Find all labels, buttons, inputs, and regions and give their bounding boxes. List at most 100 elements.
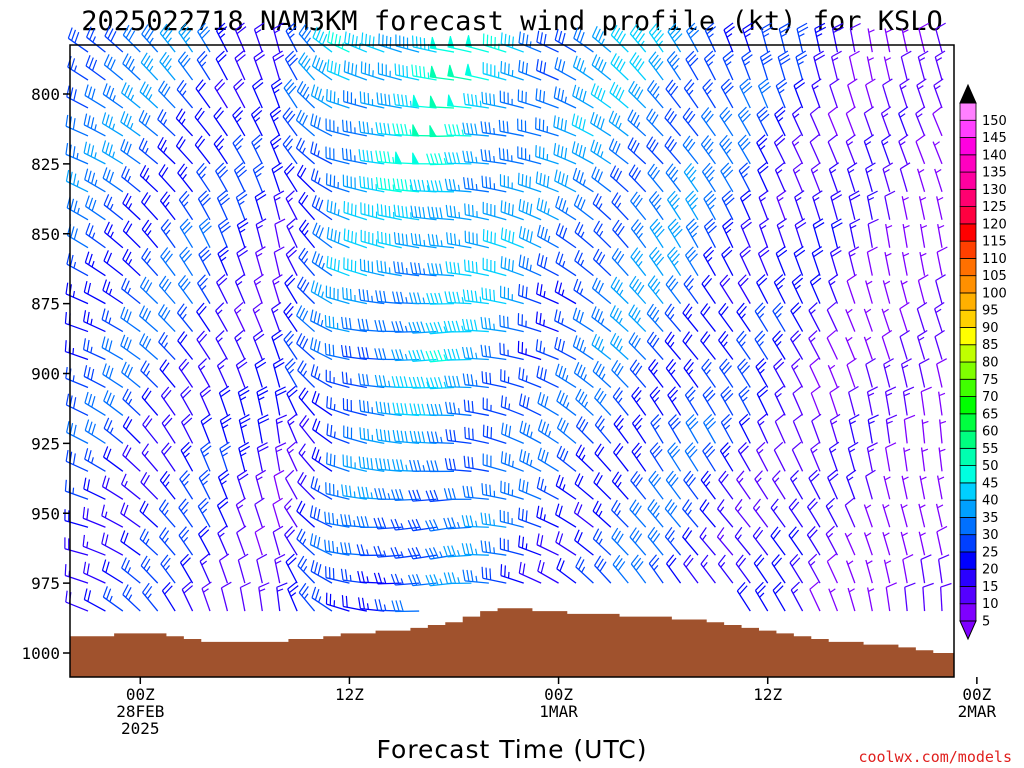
wind-barb (774, 106, 786, 137)
wind-barb (443, 488, 472, 500)
wind-barb (756, 441, 769, 472)
wind-barb (426, 403, 455, 417)
wind-barb (848, 190, 861, 220)
wind-barb (517, 313, 542, 333)
wind-barb (270, 78, 283, 109)
wind-barb (236, 525, 247, 556)
wind-barb (120, 334, 141, 361)
wind-barb (324, 343, 350, 361)
wind-barb (296, 305, 316, 333)
wind-barb (83, 477, 106, 500)
wind-barb (445, 204, 472, 221)
wind-barb (772, 302, 786, 332)
wind-barb (391, 320, 420, 333)
wind-barb (310, 141, 333, 165)
wind-barb (700, 331, 716, 360)
wind-barb (829, 385, 840, 416)
wind-barb (754, 330, 769, 360)
wind-barb (736, 470, 751, 500)
wind-barb (791, 441, 804, 472)
wind-barb (298, 387, 316, 416)
wind-barb (121, 361, 141, 388)
wind-barb (573, 362, 594, 388)
wind-barb (916, 329, 928, 360)
wind-barb (682, 303, 699, 332)
wind-barb (934, 50, 946, 81)
wind-barb (360, 61, 385, 81)
wind-barb (899, 302, 910, 332)
x-tick-label: 00Z (962, 685, 991, 704)
wind-barb (141, 247, 159, 277)
wind-barb (297, 555, 316, 584)
wind-barb (936, 246, 948, 276)
wind-barb (812, 190, 823, 220)
wind-barb (519, 449, 542, 472)
wind-barb (935, 503, 944, 528)
wind-barb (482, 424, 507, 444)
wind-barb (556, 417, 577, 444)
wind-barb (647, 79, 664, 109)
wind-barb (121, 82, 141, 109)
wind-barb (358, 120, 385, 137)
wind-barb (629, 359, 647, 388)
wind-barb (427, 262, 455, 277)
wind-barb (703, 190, 717, 221)
wind-barb (257, 414, 270, 444)
wind-barb (536, 365, 559, 389)
wind-barb (157, 136, 176, 165)
colorbar-swatch (959, 517, 977, 536)
wind-barb (721, 246, 734, 276)
wind-barb (309, 309, 333, 333)
wind-barb (667, 218, 683, 249)
wind-barb (283, 302, 298, 332)
colorbar-swatch (959, 257, 977, 277)
wind-barb (392, 123, 420, 137)
wind-barb (831, 50, 842, 81)
wind-barb (462, 289, 489, 305)
wind-barb (719, 274, 734, 304)
wind-barb (794, 218, 807, 248)
wind-barb (102, 279, 124, 305)
wind-barb (360, 229, 385, 249)
wind-barb (573, 194, 594, 221)
wind-barb (880, 134, 892, 165)
wind-barb (359, 399, 385, 417)
wind-barb (885, 442, 897, 472)
wind-barb (849, 218, 861, 248)
wind-barb (238, 441, 251, 472)
wind-barb (756, 385, 769, 416)
wind-barb (648, 554, 664, 584)
wind-barb (196, 50, 211, 81)
wind-barbs-layer (64, 22, 952, 613)
wind-barb (771, 470, 786, 500)
wind-barb (518, 478, 542, 500)
wind-barb (737, 274, 751, 304)
wind-barb (481, 371, 507, 389)
wind-barb (179, 470, 194, 500)
wind-barb (575, 388, 594, 416)
wind-barb (829, 78, 840, 109)
wind-barb (773, 274, 786, 304)
wind-barb (253, 274, 264, 304)
wind-barb (760, 22, 773, 53)
colorbar-swatch (959, 344, 977, 363)
wind-barb (482, 397, 507, 417)
wind-barb (393, 204, 420, 221)
wind-barb (197, 22, 211, 53)
wind-barb (342, 174, 368, 193)
wind-barb (499, 174, 524, 193)
wind-barb (701, 274, 716, 304)
wind-barb (142, 582, 159, 612)
wind-barb (791, 134, 804, 165)
wind-barb (900, 531, 908, 556)
wind-barb (215, 22, 229, 53)
wind-barb (426, 180, 455, 193)
y-tick-label: 925 (31, 434, 60, 453)
wind-barb (535, 59, 559, 81)
wind-barb (918, 503, 926, 528)
wind-barb (395, 34, 420, 53)
wind-barb (774, 413, 786, 444)
wind-barb (648, 246, 665, 277)
wind-barb (809, 106, 821, 137)
